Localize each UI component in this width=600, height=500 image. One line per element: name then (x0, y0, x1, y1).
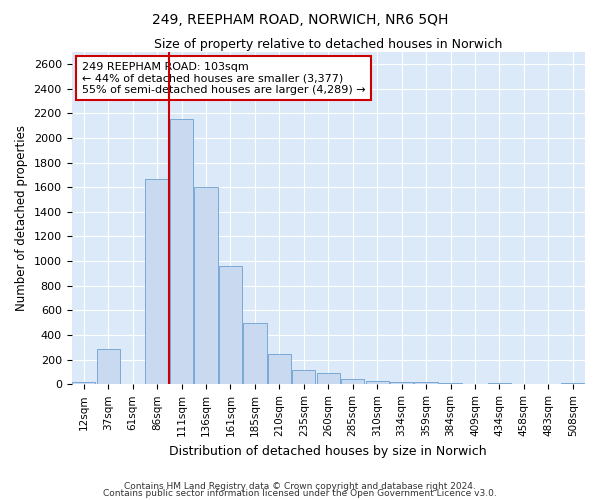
Title: Size of property relative to detached houses in Norwich: Size of property relative to detached ho… (154, 38, 502, 51)
Bar (243, 322, 266, 384)
Text: Contains public sector information licensed under the Open Government Licence v3: Contains public sector information licen… (103, 489, 497, 498)
Bar (292, 370, 316, 384)
Bar (268, 354, 291, 384)
Bar (317, 372, 340, 384)
Bar (341, 379, 364, 384)
Bar (390, 382, 413, 384)
Bar (145, 178, 169, 384)
Bar (561, 383, 584, 384)
Bar (194, 187, 218, 384)
Text: 249 REEPHAM ROAD: 103sqm
← 44% of detached houses are smaller (3,377)
55% of sem: 249 REEPHAM ROAD: 103sqm ← 44% of detach… (82, 62, 365, 95)
Bar (415, 382, 437, 384)
Bar (97, 348, 120, 384)
X-axis label: Distribution of detached houses by size in Norwich: Distribution of detached houses by size … (169, 444, 487, 458)
Text: 249, REEPHAM ROAD, NORWICH, NR6 5QH: 249, REEPHAM ROAD, NORWICH, NR6 5QH (152, 12, 448, 26)
Bar (219, 266, 242, 384)
Bar (365, 381, 389, 384)
Bar (72, 382, 95, 384)
Y-axis label: Number of detached properties: Number of detached properties (15, 125, 28, 311)
Text: Contains HM Land Registry data © Crown copyright and database right 2024.: Contains HM Land Registry data © Crown c… (124, 482, 476, 491)
Bar (170, 120, 193, 384)
